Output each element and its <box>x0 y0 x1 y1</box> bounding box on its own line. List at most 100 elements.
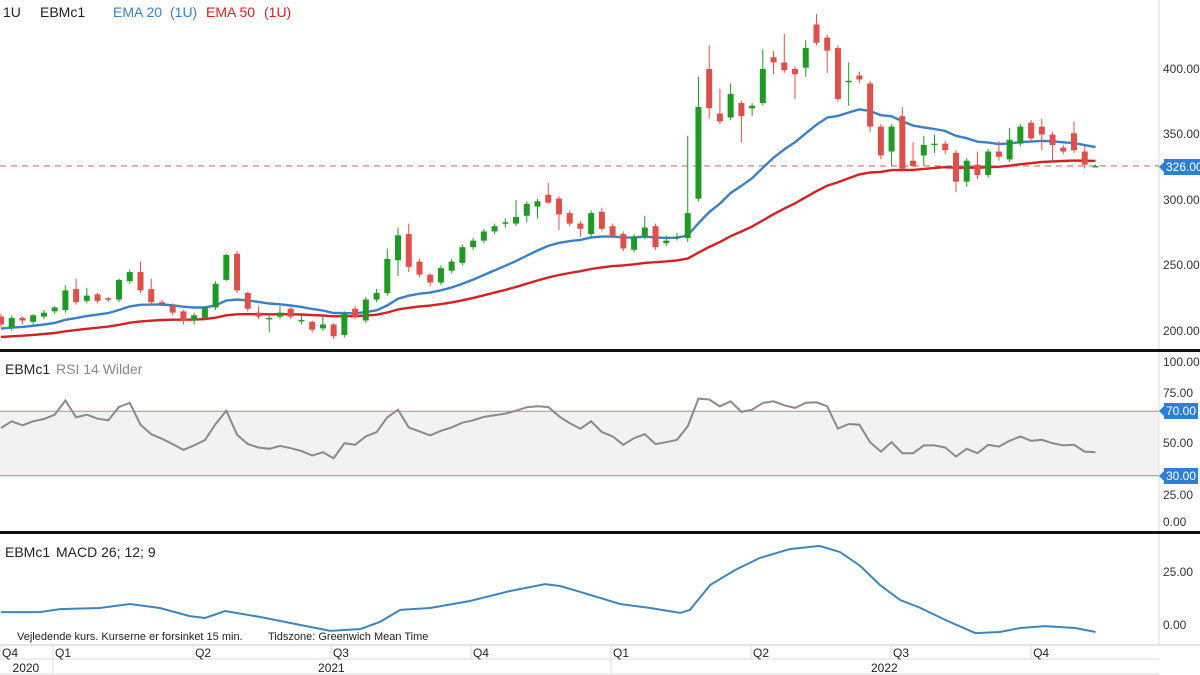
candle-up <box>212 283 219 308</box>
candle-down <box>834 48 841 100</box>
candle-up <box>802 48 809 68</box>
candle-up <box>448 261 455 271</box>
macd-line <box>1 544 1096 635</box>
candle-up <box>341 313 348 335</box>
candle-down <box>234 253 241 291</box>
candle-down <box>566 213 573 224</box>
panel-separator <box>0 531 1200 534</box>
candle-down <box>706 69 713 109</box>
candle-up <box>491 226 498 232</box>
candle-down <box>352 308 359 317</box>
candle-down <box>94 294 101 301</box>
ema50-interval: (1U) <box>264 4 292 20</box>
candle-down <box>652 226 659 248</box>
rsi-symbol: EBMc1 <box>5 361 51 377</box>
candle-up <box>30 315 37 322</box>
candle-down <box>781 62 788 71</box>
candle-up <box>663 240 670 244</box>
candle-up <box>8 317 15 328</box>
candle-up <box>362 299 369 321</box>
rsi-title[interactable]: RSI 14 Wilder <box>56 361 143 377</box>
year-label: 2022 <box>871 661 898 675</box>
candle-down <box>716 113 723 122</box>
candle-down <box>577 223 584 229</box>
candle-down <box>416 261 423 275</box>
candle-down <box>598 211 605 229</box>
candle-up <box>83 295 90 301</box>
candle-up <box>684 213 691 238</box>
candle-up <box>1006 139 1013 160</box>
candle-down <box>1038 126 1045 135</box>
candle-up <box>191 315 198 321</box>
candle-down <box>427 274 434 283</box>
candle-down <box>73 289 80 303</box>
candle-up <box>470 240 477 248</box>
candle-down <box>137 272 144 291</box>
candle-up <box>266 317 273 320</box>
symbol-label[interactable]: EBMc1 <box>40 4 86 20</box>
candle-down <box>0 316 4 325</box>
quarter-label: Q4 <box>472 646 489 660</box>
rsi-tick: 75.00 <box>1163 386 1194 400</box>
year-label: 2020 <box>12 661 40 675</box>
candle-down <box>609 226 616 236</box>
candle-up <box>985 151 992 176</box>
candle-up <box>513 217 520 224</box>
candle-up <box>126 272 133 282</box>
candle-up <box>62 290 69 311</box>
candle-up <box>759 69 766 104</box>
candle-down <box>180 311 187 321</box>
candle-down <box>1028 122 1035 139</box>
candle-down <box>405 234 412 267</box>
candle-up <box>384 258 391 294</box>
candle-down <box>105 298 112 300</box>
candle-up <box>276 312 283 317</box>
quarter-label: Q4 <box>1033 646 1050 660</box>
candle-up <box>40 312 47 317</box>
price-tick: 300.00 <box>1163 193 1200 207</box>
rsi-tick: 100.00 <box>1163 355 1200 369</box>
candle-up <box>502 222 509 224</box>
ema20-legend[interactable]: EMA 20 <box>113 4 163 20</box>
candle-up <box>673 236 680 239</box>
rsi-tick: 0.00 <box>1163 515 1187 529</box>
candle-down <box>995 151 1002 157</box>
candle-down <box>1071 133 1077 151</box>
candle-down <box>148 289 155 303</box>
candle-down <box>824 37 831 51</box>
macd-title[interactable]: MACD 26; 12; 9 <box>56 544 156 560</box>
candle-up <box>298 319 305 322</box>
candle-down <box>244 293 251 309</box>
candle-up <box>727 93 734 118</box>
rsi-lower-badge: 30.00 <box>1158 468 1199 484</box>
candle-down <box>856 75 863 80</box>
candle-down <box>309 321 316 330</box>
quarter-label: Q2 <box>195 646 212 660</box>
candle-down <box>899 116 906 169</box>
candle-down <box>555 198 562 215</box>
quarter-label: Q1 <box>613 646 630 660</box>
candle-down <box>942 143 949 151</box>
candle-down <box>877 126 884 156</box>
rsi-band-fill <box>0 411 1159 476</box>
candle-up <box>437 268 444 283</box>
candle-up <box>631 236 638 250</box>
rsi-tick: 25.00 <box>1163 488 1194 502</box>
candle-up <box>373 293 380 300</box>
ema50-legend[interactable]: EMA 50 <box>206 4 256 20</box>
candle-down <box>1060 147 1067 152</box>
interval-label[interactable]: 1U <box>3 4 21 20</box>
candle-up <box>319 324 326 329</box>
candle-up <box>920 144 927 156</box>
rsi-upper-badge: 70.00 <box>1158 403 1199 419</box>
panel-separator <box>0 349 1200 352</box>
candle-up <box>480 231 487 241</box>
candle-up <box>641 227 648 237</box>
candle-up <box>588 213 595 235</box>
quarter-label: Q1 <box>55 646 72 660</box>
candle-down <box>974 164 981 176</box>
macd-tick: 25.00 <box>1163 565 1194 579</box>
price-tick: 200.00 <box>1163 324 1200 338</box>
candle-up <box>51 307 58 312</box>
